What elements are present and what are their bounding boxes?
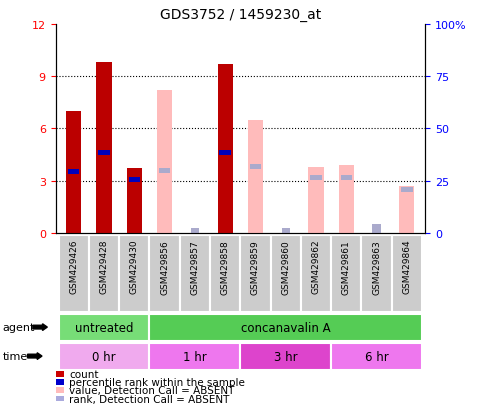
Text: GSM429863: GSM429863 bbox=[372, 239, 381, 294]
Bar bbox=[97, 63, 112, 233]
Text: 0 hr: 0 hr bbox=[92, 350, 116, 363]
Text: GSM429861: GSM429861 bbox=[342, 239, 351, 294]
Title: GDS3752 / 1459230_at: GDS3752 / 1459230_at bbox=[160, 8, 321, 22]
Bar bbox=[241, 343, 331, 370]
Text: 1 hr: 1 hr bbox=[183, 350, 207, 363]
Text: value, Detection Call = ABSENT: value, Detection Call = ABSENT bbox=[69, 385, 234, 395]
Bar bbox=[250, 165, 261, 170]
Text: 3 hr: 3 hr bbox=[274, 350, 298, 363]
Text: GSM429859: GSM429859 bbox=[251, 239, 260, 294]
Bar bbox=[159, 169, 170, 173]
Bar bbox=[66, 112, 81, 233]
Bar bbox=[217, 65, 233, 233]
Bar bbox=[58, 343, 149, 370]
Bar bbox=[270, 235, 301, 312]
Bar bbox=[241, 235, 270, 312]
Text: GSM429856: GSM429856 bbox=[160, 239, 169, 294]
Bar bbox=[331, 343, 422, 370]
Text: percentile rank within the sample: percentile rank within the sample bbox=[69, 377, 245, 387]
Bar bbox=[89, 235, 119, 312]
Bar bbox=[149, 314, 422, 341]
Bar bbox=[180, 235, 210, 312]
Text: GSM429862: GSM429862 bbox=[312, 239, 321, 294]
Bar bbox=[99, 151, 110, 156]
Text: untreated: untreated bbox=[75, 321, 133, 334]
Bar bbox=[149, 343, 241, 370]
Bar bbox=[331, 235, 361, 312]
Bar bbox=[149, 235, 180, 312]
Bar bbox=[361, 235, 392, 312]
Bar bbox=[128, 178, 140, 183]
Bar bbox=[127, 169, 142, 233]
Bar bbox=[282, 228, 290, 233]
Bar bbox=[248, 120, 263, 233]
Text: count: count bbox=[69, 369, 99, 379]
Bar bbox=[210, 235, 241, 312]
Text: agent: agent bbox=[2, 322, 35, 332]
Bar bbox=[309, 167, 324, 233]
Bar bbox=[58, 314, 149, 341]
Bar bbox=[157, 91, 172, 233]
Text: GSM429858: GSM429858 bbox=[221, 239, 229, 294]
Text: GSM429428: GSM429428 bbox=[99, 239, 109, 294]
Text: GSM429864: GSM429864 bbox=[402, 239, 412, 294]
Bar bbox=[399, 186, 414, 233]
Bar bbox=[58, 235, 89, 312]
Bar bbox=[311, 175, 322, 180]
Text: GSM429860: GSM429860 bbox=[281, 239, 290, 294]
Bar bbox=[191, 228, 199, 233]
Text: GSM429857: GSM429857 bbox=[190, 239, 199, 294]
Text: 6 hr: 6 hr bbox=[365, 350, 388, 363]
Bar bbox=[119, 235, 149, 312]
Bar bbox=[68, 170, 79, 175]
Bar bbox=[341, 175, 352, 180]
Bar bbox=[372, 225, 381, 233]
Bar bbox=[401, 188, 412, 192]
Text: GSM429426: GSM429426 bbox=[69, 239, 78, 294]
Text: rank, Detection Call = ABSENT: rank, Detection Call = ABSENT bbox=[69, 394, 229, 404]
Bar bbox=[392, 235, 422, 312]
Bar bbox=[339, 166, 354, 233]
Bar bbox=[219, 151, 231, 156]
Text: concanavalin A: concanavalin A bbox=[241, 321, 330, 334]
Text: GSM429430: GSM429430 bbox=[130, 239, 139, 294]
Bar bbox=[301, 235, 331, 312]
Text: time: time bbox=[2, 351, 28, 361]
